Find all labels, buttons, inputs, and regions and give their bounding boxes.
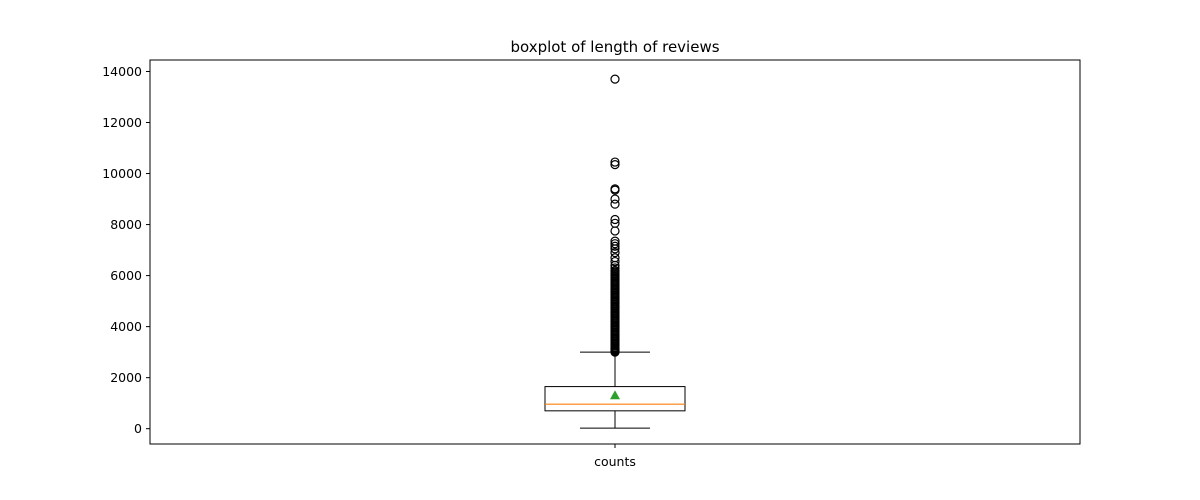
y-tick-label: 12000 xyxy=(102,115,142,130)
y-tick-label: 4000 xyxy=(110,319,142,334)
outlier-point xyxy=(610,74,620,84)
y-tick-label: 2000 xyxy=(110,370,142,385)
outlier-point xyxy=(610,236,620,246)
outlier-point xyxy=(610,194,620,204)
outlier-point xyxy=(610,241,620,251)
outlier-point xyxy=(610,199,620,209)
outlier-point xyxy=(610,160,620,170)
outlier-point xyxy=(610,157,620,167)
plot-area: 0 2000 4000 6000 8000 10000 12000 14000 counts xyxy=(102,59,1081,469)
outlier-point xyxy=(610,184,620,194)
outlier-point xyxy=(610,218,620,228)
mean-marker xyxy=(610,390,620,400)
chart-title: boxplot of length of reviews xyxy=(510,38,719,56)
x-tick-label: counts xyxy=(594,454,636,469)
outlier-point xyxy=(610,239,620,249)
y-tick-label: 8000 xyxy=(110,217,142,232)
box-iqr xyxy=(544,386,686,412)
y-tick-label: 0 xyxy=(134,421,142,436)
outlier-point xyxy=(610,248,620,258)
outlier-point xyxy=(610,214,620,225)
y-tick-label: 10000 xyxy=(102,166,142,181)
outlier-point xyxy=(610,226,620,236)
outlier-point xyxy=(610,256,620,267)
y-tick-label: 14000 xyxy=(102,64,142,79)
outlier-point xyxy=(610,265,620,276)
outlier-point xyxy=(610,253,620,263)
outlier-point xyxy=(610,263,620,273)
y-tick-label: 6000 xyxy=(110,268,142,283)
